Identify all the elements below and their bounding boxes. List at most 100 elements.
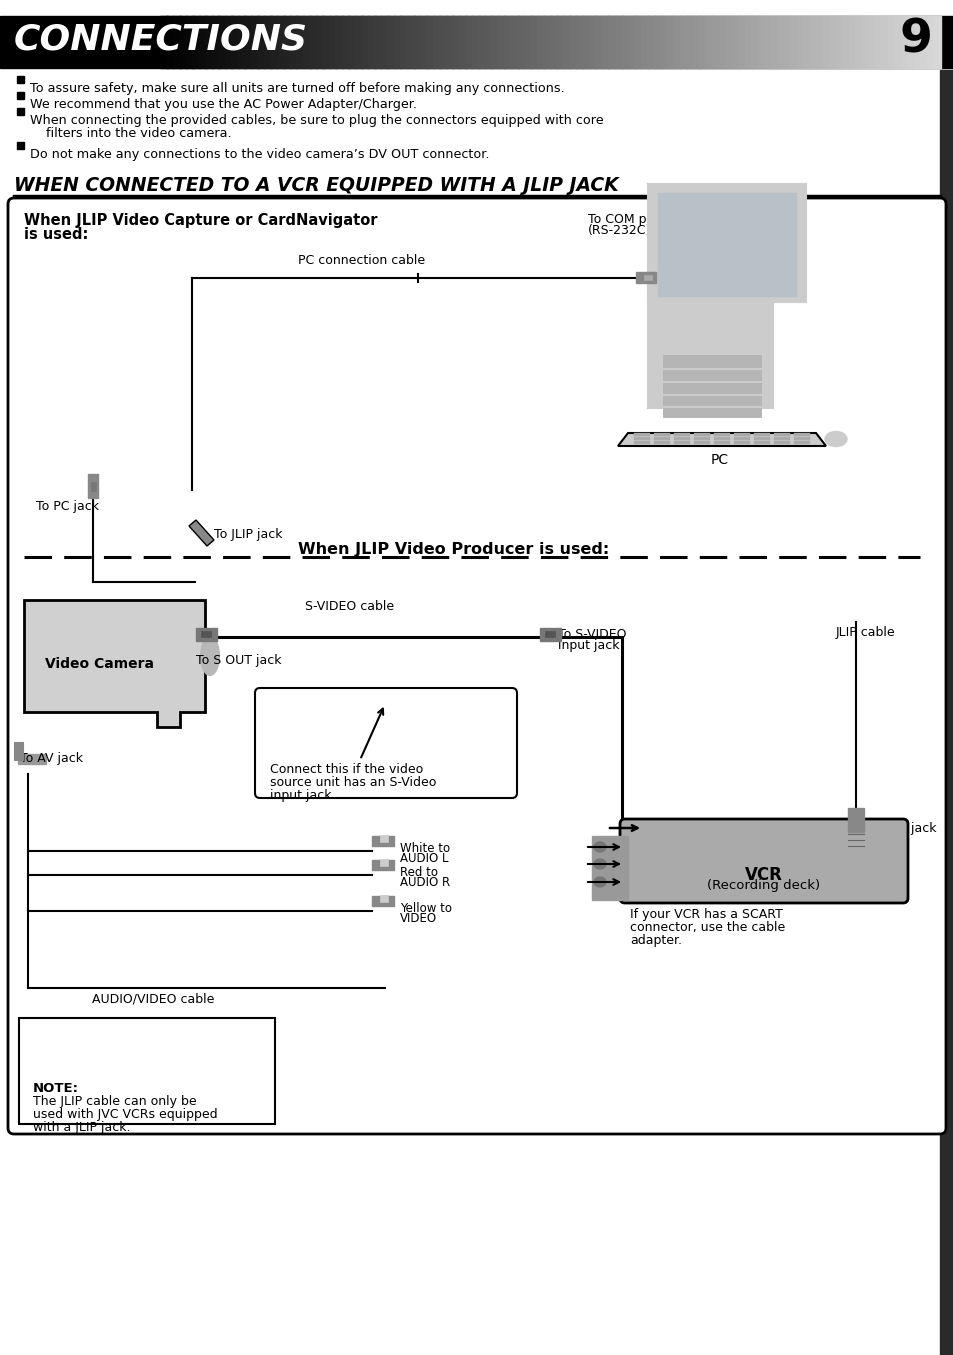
Bar [874,16,882,68]
Bar [692,16,700,68]
Bar [763,16,772,68]
Bar [201,631,211,637]
Bar [167,16,174,68]
Bar [673,440,689,444]
Bar [329,16,336,68]
Bar [673,434,689,436]
Text: AUDIO R: AUDIO R [399,875,450,889]
Text: When JLIP Video Producer is used:: When JLIP Video Producer is used: [297,542,609,557]
Bar [537,16,544,68]
Bar [407,16,415,68]
Bar [627,16,636,68]
Bar [601,16,609,68]
Bar [355,16,363,68]
Text: WHEN CONNECTED TO A VCR EQUIPPED WITH A JLIP JACK: WHEN CONNECTED TO A VCR EQUIPPED WITH A … [14,176,618,195]
Bar [913,16,921,68]
Bar [341,16,350,68]
Bar [719,16,726,68]
Bar [693,438,709,440]
Bar [400,16,408,68]
Bar [643,275,651,280]
Bar [569,16,577,68]
Text: We recommend that you use the AC Power Adapter/Charger.: We recommend that you use the AC Power A… [30,98,416,111]
Bar [620,16,629,68]
Bar [662,383,760,393]
Bar [478,16,486,68]
Text: To PC jack: To PC jack [36,500,99,514]
Bar [724,16,733,68]
Text: used with JVC VCRs equipped: used with JVC VCRs equipped [33,1108,217,1121]
Bar [744,16,752,68]
Bar [452,16,460,68]
Bar [315,16,324,68]
Bar [654,440,669,444]
Bar [199,16,207,68]
Bar [225,16,233,68]
Text: If your VCR has a SCART: If your VCR has a SCART [629,908,782,921]
Bar [773,440,789,444]
Bar [693,440,709,444]
Bar [530,16,537,68]
Ellipse shape [594,841,605,852]
Bar [738,16,745,68]
Bar [372,860,394,870]
Polygon shape [24,600,205,728]
Bar [379,896,388,902]
Bar [662,370,760,379]
Bar [828,16,837,68]
Text: input jack.: input jack. [270,789,335,802]
Bar [712,16,720,68]
Bar [634,16,641,68]
Bar [699,16,707,68]
Text: The JLIP cable can only be: The JLIP cable can only be [33,1095,196,1108]
Bar [796,16,804,68]
Text: To COM port: To COM port [587,213,663,226]
Bar [673,438,689,440]
Text: When JLIP Video Capture or CardNavigator: When JLIP Video Capture or CardNavigator [24,213,377,228]
Bar [822,16,830,68]
Bar [544,631,555,637]
Bar [283,16,292,68]
Text: To JLIP jack: To JLIP jack [213,528,282,541]
Bar [751,16,759,68]
Bar [753,440,769,444]
Bar [793,440,809,444]
Bar [303,16,311,68]
Text: Video Camera: Video Camera [46,657,154,671]
Bar [705,16,713,68]
Bar [550,16,558,68]
Bar [290,16,297,68]
Text: Do not make any connections to the video camera’s DV OUT connector.: Do not make any connections to the video… [30,148,489,161]
Text: 9: 9 [899,18,931,62]
Text: S-VIDEO cable: S-VIDEO cable [305,600,394,612]
Bar [634,438,649,440]
Bar [237,16,246,68]
FancyBboxPatch shape [254,688,517,798]
Polygon shape [618,434,825,446]
Bar [17,76,24,83]
FancyBboxPatch shape [619,818,907,902]
Bar [186,16,193,68]
Bar [647,16,655,68]
Bar [802,16,811,68]
Bar [472,16,479,68]
Bar [380,16,389,68]
Bar [733,434,749,436]
Bar [322,16,330,68]
Bar [348,16,356,68]
Text: PC connection cable: PC connection cable [297,253,425,267]
Text: Yellow to: Yellow to [399,902,452,915]
Bar [257,16,265,68]
Text: Connect this if the video: Connect this if the video [270,763,423,776]
Bar [662,355,760,367]
Bar [205,16,213,68]
Text: connector, use the cable: connector, use the cable [629,921,784,934]
Bar [666,16,675,68]
Bar [458,16,467,68]
Bar [848,16,856,68]
Bar [713,440,729,444]
Bar [662,408,760,417]
Bar [758,16,765,68]
Bar [375,16,382,68]
Bar [790,16,798,68]
